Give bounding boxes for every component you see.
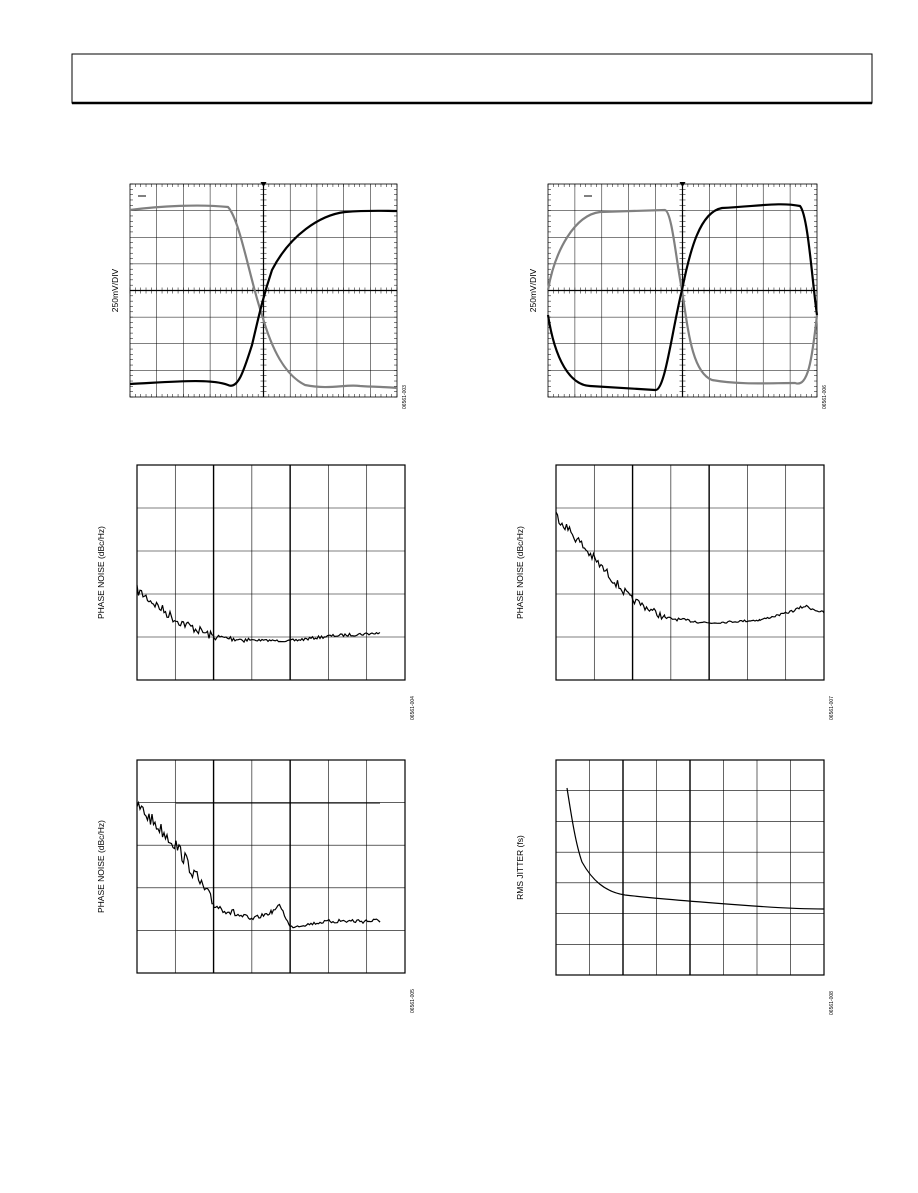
figure-id: 06561-003 (402, 385, 408, 409)
y-axis-label: RMS JITTER (fs) (515, 835, 525, 900)
y-axis-label: PHASE NOISE (dBc/Hz) (515, 526, 525, 619)
y-axis-label: 250mV/DIV (110, 268, 120, 312)
trigger-marker (679, 182, 686, 187)
figure-id: 06561-007 (829, 696, 835, 720)
plot-frame (136, 759, 406, 974)
trace (546, 203, 819, 392)
trace (129, 204, 398, 390)
trace (566, 787, 825, 910)
trace (555, 511, 825, 625)
figure: 250mV/DIV 06561-006 (528, 182, 828, 409)
figure-id: 06561-005 (410, 989, 416, 1013)
figure: RMS JITTER (fs) 06561-008 (515, 759, 835, 1015)
plot-frame (136, 464, 406, 681)
plot-frame (555, 464, 825, 681)
figure: PHASE NOISE (dBc/Hz) 06561-005 (96, 759, 416, 1013)
y-axis-label: PHASE NOISE (dBc/Hz) (96, 526, 106, 619)
trigger-marker (260, 182, 267, 187)
figure: PHASE NOISE (dBc/Hz) 06561-004 (96, 464, 416, 720)
y-axis-label: 250mV/DIV (528, 268, 538, 312)
trace (136, 584, 381, 644)
figure: 250mV/DIV 06561-003 (110, 182, 408, 409)
trace (129, 209, 398, 387)
figure-id: 06561-004 (410, 696, 416, 720)
figure: PHASE NOISE (dBc/Hz) 06561-007 (515, 464, 835, 720)
figure-id: 06561-008 (829, 991, 835, 1015)
y-axis-label: PHASE NOISE (dBc/Hz) (96, 820, 106, 913)
trace (546, 208, 819, 385)
trace (136, 800, 381, 929)
header-box (71, 53, 873, 104)
figure-id: 06561-006 (822, 385, 828, 409)
